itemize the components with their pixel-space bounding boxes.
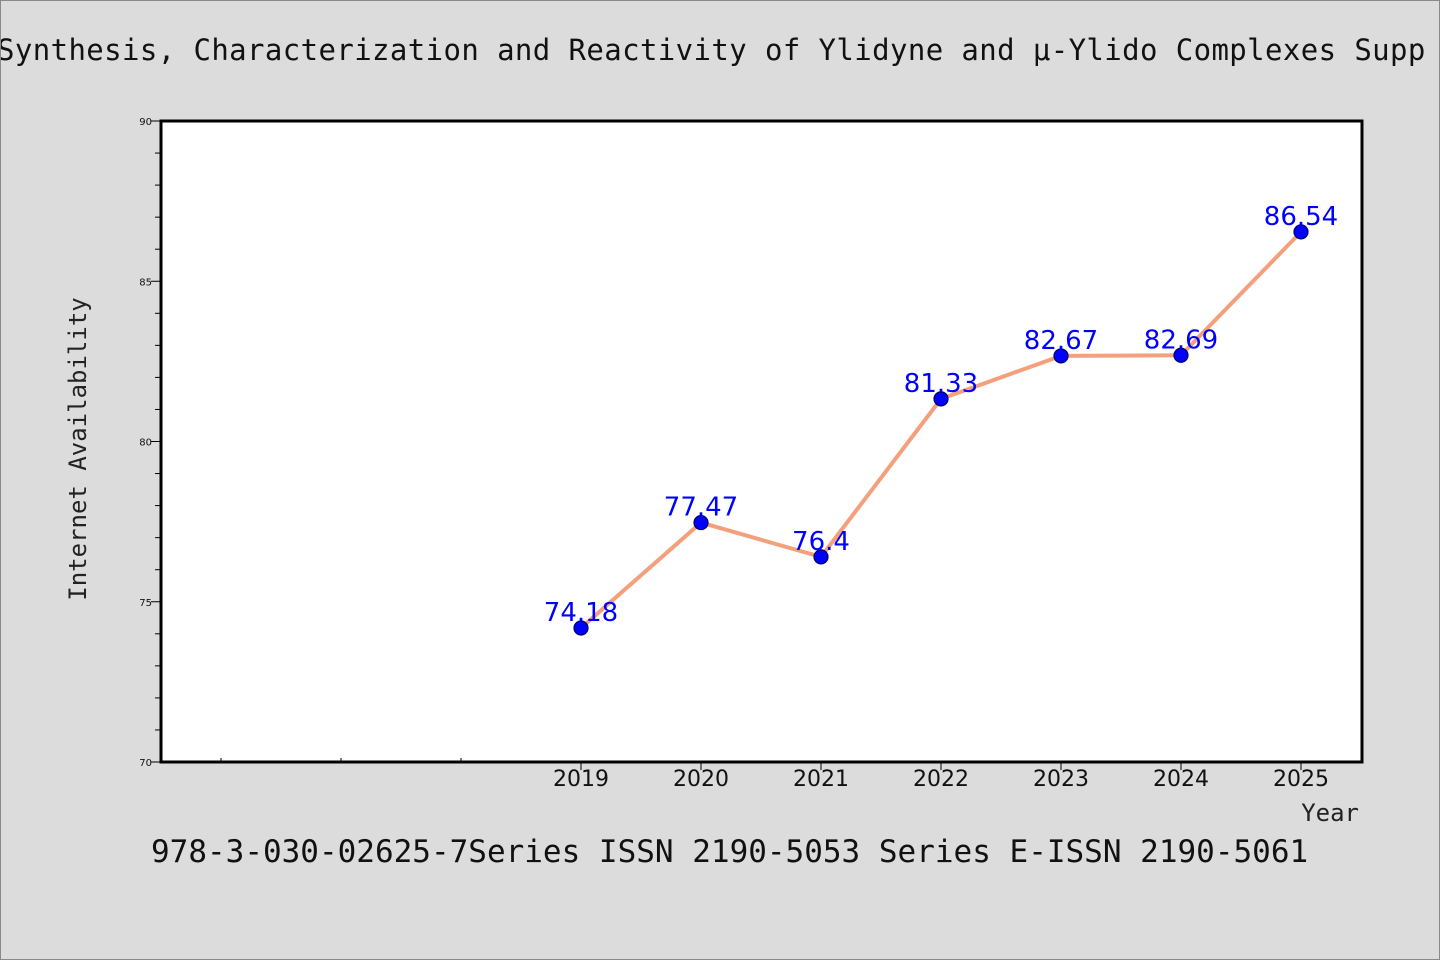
data-labels: 74.18 77.47 76.4 81.33 82.67 82.69 86.54 [544,202,1338,628]
data-point [933,391,949,407]
x-axis-label: Year [1301,799,1359,827]
y-tick-label: 90 [139,117,152,128]
x-axis: 2019 2020 2021 2022 2023 2024 2025 [220,758,1329,792]
plot-area [159,119,1364,764]
data-label: 86.54 [1264,202,1338,232]
footer-text: 978-3-030-02625-7Series ISSN 2190-5053 S… [151,834,1309,870]
data-point [573,620,589,636]
data-label: 74.18 [544,598,618,628]
y-tick-label: 70 [139,758,152,769]
x-tick-label: 2020 [673,767,729,792]
data-label: 81.33 [904,369,978,399]
data-label: 77.47 [664,493,738,523]
data-point [1293,224,1309,240]
x-tick-label: 2022 [913,767,969,792]
y-axis-label: Internet Availability [64,297,92,600]
x-tick-label: 2019 [553,767,609,792]
data-label: 82.69 [1144,325,1218,355]
data-point [1173,347,1189,363]
data-label: 76.4 [792,527,850,557]
y-tick-label: 80 [139,438,152,449]
y-axis: 70 75 80 85 90 [139,117,161,769]
y-tick-label: 85 [139,277,152,288]
data-point [693,514,709,531]
x-tick-label: 2024 [1153,767,1209,792]
series-markers [573,224,1309,636]
chart-title: Synthesis, Characterization and Reactivi… [0,33,1426,67]
data-point [1053,348,1069,364]
x-tick-label: 2023 [1033,767,1089,792]
x-tick-label: 2021 [793,767,849,792]
y-tick-label: 75 [139,598,152,609]
x-tick-label: 2025 [1273,767,1329,792]
data-label: 82.67 [1024,326,1098,356]
data-point [813,549,829,565]
